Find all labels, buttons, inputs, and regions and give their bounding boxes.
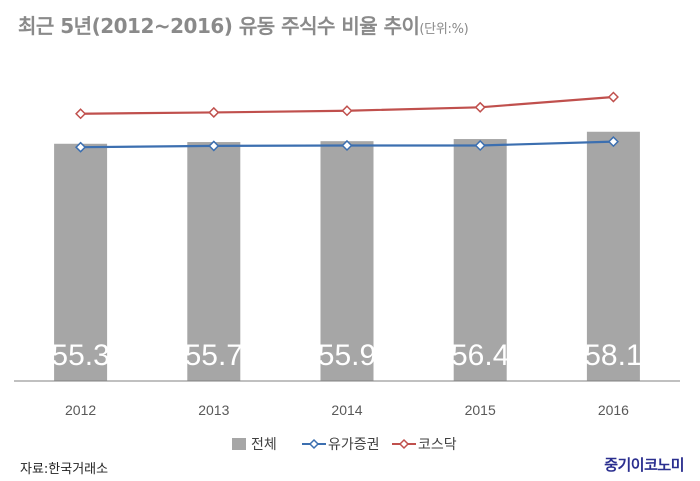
bar-2015 xyxy=(453,139,507,381)
point-kosdaq-2015 xyxy=(474,101,486,113)
point-securities-2013 xyxy=(208,140,220,152)
legend-label-kosdaq: 코스닥 xyxy=(418,437,457,453)
point-kosdaq-2013 xyxy=(208,106,220,119)
chart-title: 최근 5년(2012~2016) 유동 주식수 비율 추이 xyxy=(18,14,420,38)
bar-value-label-2012: 55.3 xyxy=(51,339,109,372)
point-kosdaq-2016 xyxy=(607,91,619,103)
legend-label-total: 전체 xyxy=(251,437,277,453)
point-securities-2012 xyxy=(75,141,87,153)
x-tick-label-2013: 2013 xyxy=(198,402,229,418)
logo-text: 중기이코노미 xyxy=(604,456,684,474)
x-tick-label-2012: 2012 xyxy=(65,402,96,418)
point-kosdaq-2012 xyxy=(75,108,87,120)
point-securities-2015 xyxy=(474,139,486,152)
bar-value-label-2013: 55.7 xyxy=(185,339,243,372)
x-tick-label-2014: 2014 xyxy=(331,402,362,418)
bar-2016 xyxy=(586,131,640,381)
bar-value-label-2015: 56.4 xyxy=(451,339,509,372)
legend-swatch-total xyxy=(232,438,246,450)
legend-marker-kosdaq xyxy=(398,438,410,450)
x-tick-label-2015: 2015 xyxy=(465,402,496,418)
source-label: 자료:한국거래소 xyxy=(20,462,109,477)
point-securities-2016 xyxy=(607,136,619,148)
legend-label-securities: 유가증권 xyxy=(328,437,380,453)
bar-2012 xyxy=(54,143,108,381)
legend-marker-securities xyxy=(308,438,320,450)
unit-label: (단위:%) xyxy=(419,22,469,37)
point-securities-2014 xyxy=(341,139,353,152)
x-tick-label-2016: 2016 xyxy=(598,402,629,418)
bar-value-label-2016: 58.1 xyxy=(584,339,642,372)
chart-title-row: 최근 5년(2012~2016) 유동 주식수 비율 추이(단위:%) xyxy=(18,10,469,39)
bar-2013 xyxy=(187,142,241,381)
bar-value-label-2014: 55.9 xyxy=(318,339,376,372)
point-kosdaq-2014 xyxy=(341,105,353,117)
bar-2014 xyxy=(320,141,374,381)
